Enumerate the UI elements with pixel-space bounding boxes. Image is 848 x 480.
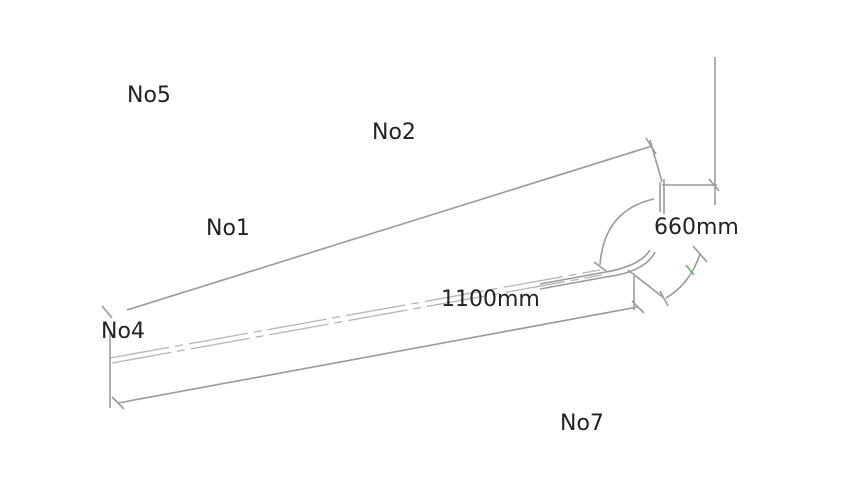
pipe-centerline	[109, 269, 607, 364]
label-no1: No1	[206, 216, 250, 241]
bend-angle-arc	[593, 198, 708, 307]
offset-dimension-label: 660mm	[654, 215, 739, 240]
pipe-bend	[605, 249, 656, 278]
label-no2: No2	[372, 120, 416, 145]
length-dimension-line	[101, 276, 645, 410]
offset-dimension-line	[659, 178, 720, 214]
length-dimension-label: 1100mm	[441, 287, 540, 312]
upper-diagonal-line	[126, 137, 663, 311]
label-no5: No5	[127, 83, 171, 108]
label-no4: No4	[101, 319, 145, 344]
label-no7: No7	[560, 411, 604, 436]
